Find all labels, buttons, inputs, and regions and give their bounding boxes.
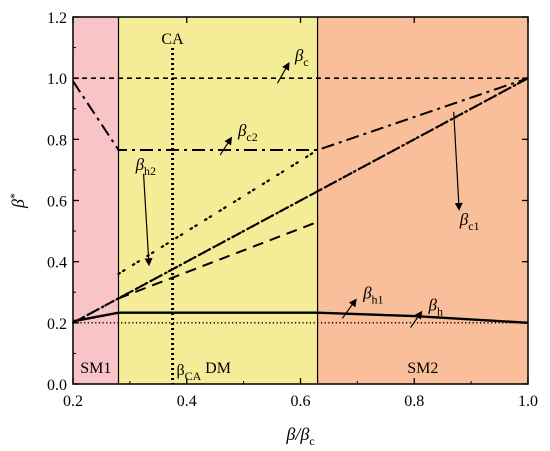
vertical-line-label: CA [161,31,184,48]
annotation-label-βh1: βh1 [362,283,383,306]
annotation-label-βh2: βh2 [135,155,156,178]
x-tick-label: 1.0 [518,393,538,410]
axis-labels: SM1 DM SM2 CA βCA β/βc β* [7,31,438,448]
annotation-label-βh: βh [427,295,442,318]
y-tick-label: 0.4 [47,255,67,272]
annotation-arrow-βc1 [453,111,463,211]
y-tick-label: 0.8 [47,132,67,149]
region-label-sm2: SM2 [407,360,438,377]
annotation-arrow-βh [410,310,423,328]
series-lines [71,77,530,324]
y-tick-label: 1.0 [47,71,67,88]
annotation-label-βc: βc [294,46,309,69]
annotation-arrow-βh1 [341,298,357,319]
annotation-arrow-βc [276,61,290,84]
y-tick-label: 0.2 [47,316,67,333]
x-tick-label: 0.6 [291,393,311,410]
y-tick-label: 1.2 [47,10,67,27]
series-βh2 [71,77,530,324]
segment-0 [117,148,319,275]
annotations: βc βc2 βc1 βh2 βh1 βh [135,46,480,328]
x-tick-label: 0.8 [404,393,424,410]
vertical-line-axis-label: βCA [177,362,202,383]
series-βh1 [72,311,529,324]
y-axis-label: β* [7,193,28,209]
region-label-dm: DM [205,360,231,377]
annotation-arrow-βc2 [219,136,233,156]
axis-ticks: 0.2 0.4 0.6 0.8 1.00.00.20.40.60.81.01.2 [47,10,538,410]
x-axis-label: β/βc [285,424,314,448]
x-tick-label: 0.2 [63,393,83,410]
region-sm2 [317,17,528,384]
y-tick-label: 0.0 [47,377,67,394]
y-tick-label: 0.6 [47,194,67,211]
region-label-sm1: SM1 [80,360,111,377]
series-βc2 [72,77,529,151]
x-tick-label: 0.4 [177,393,197,410]
annotation-label-βc2: βc2 [237,121,258,144]
annotation-label-βc1: βc1 [459,210,480,233]
region-dm [118,17,318,384]
region-sm1 [73,17,119,384]
annotation-arrow-βh2 [142,173,153,267]
